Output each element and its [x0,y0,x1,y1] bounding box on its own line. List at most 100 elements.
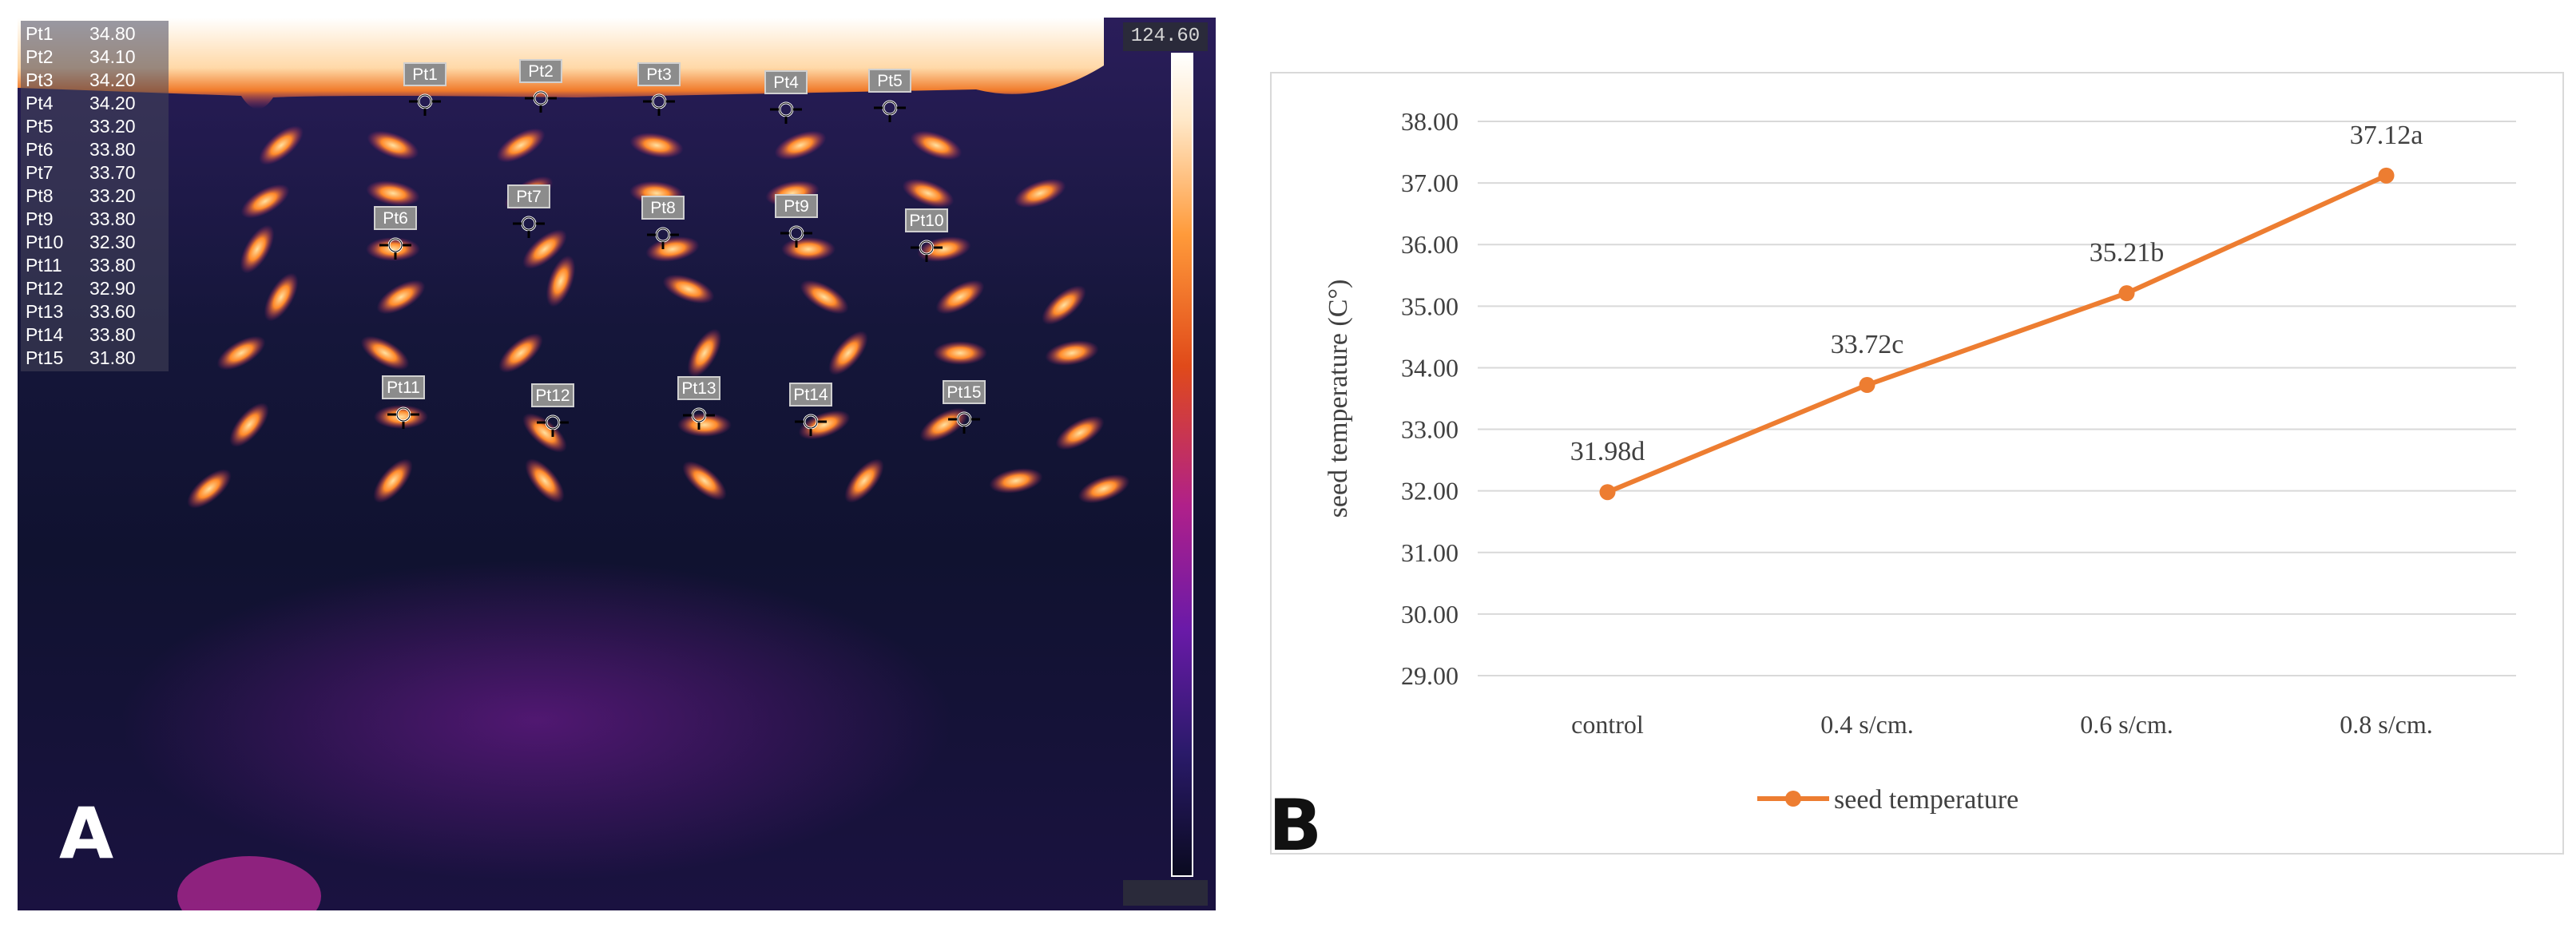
point-marker: Pt15 [943,380,986,434]
seed-hotspot [910,130,963,161]
point-marker-label: Pt12 [531,383,574,407]
seed-hotspot [682,461,727,501]
seed-hotspot [1042,285,1086,325]
point-marker-text: Pt6 [383,209,408,228]
seed-hotspot [360,335,410,371]
point-name: Pt10 [26,232,64,252]
seed-hotspot [1045,340,1099,366]
point-marker: Pt14 [789,383,832,436]
seed-hotspot [774,130,827,161]
data-point [1599,484,1616,501]
point-name: Pt12 [26,278,64,299]
point-row: Pt6 33.80 [21,138,169,161]
point-value: 34.10 [89,46,136,67]
point-row: Pt1 34.80 [21,22,169,46]
point-row: Pt7 33.70 [21,161,169,184]
point-marker: Pt7 [507,184,550,238]
y-tick-label: 31.00 [1401,538,1459,567]
seed-hotspot [187,469,232,509]
point-row: Pt13 33.60 [21,300,169,323]
chart-panel [1270,72,2564,855]
min-temperature-readout [1123,880,1208,906]
crosshair-icon [911,240,943,262]
point-name: Pt1 [26,23,54,44]
point-value: 34.20 [89,69,136,90]
crosshair-icon [409,93,441,116]
point-name: Pt5 [26,116,54,137]
point-name: Pt3 [26,69,54,90]
seed-hotspot [919,407,969,442]
point-marker-label: Pt13 [677,376,720,400]
seed-hotspot [645,236,700,262]
data-point [2378,167,2395,184]
point-marker: Pt2 [519,59,562,113]
point-value: 33.80 [89,255,136,276]
data-label: 35.21b [2090,238,2165,268]
panel-label-a: A [59,792,114,874]
point-name: Pt2 [26,46,54,67]
seed-hotspot [374,405,428,429]
x-tick-label: 0.8 s/cm. [2340,710,2432,739]
point-marker: Pt3 [637,62,681,116]
seed-hotspot [498,333,543,373]
seed-hotspot [828,331,868,375]
seed-hotspot [496,128,546,163]
seed-hotspot [240,184,290,219]
crosshair-icon [874,100,906,122]
point-name: Pt9 [26,208,54,229]
point-value: 31.80 [89,347,136,368]
point-name: Pt15 [26,347,64,368]
point-marker-label: Pt4 [764,70,808,94]
point-value: 34.80 [89,23,136,44]
crosshair-icon [379,237,411,260]
point-marker: Pt12 [531,383,574,437]
point-marker-text: Pt9 [784,197,809,216]
seed-hotspot [677,413,732,437]
crosshair-icon [537,414,569,437]
point-marker-label: Pt8 [641,196,685,220]
point-value: 34.20 [89,93,136,113]
point-marker-label: Pt6 [374,206,417,230]
point-row: Pt2 34.10 [21,46,169,69]
y-tick-label: 32.00 [1401,477,1459,506]
seed-hotspot [367,130,419,161]
seed-hotspot [687,328,722,378]
point-row: Pt9 33.80 [21,208,169,231]
y-tick-label: 33.00 [1401,415,1459,444]
point-value: 32.30 [89,232,136,252]
gridlines [1478,121,2516,676]
seed-hotspot [844,458,884,503]
series-line [1606,173,2387,494]
point-marker-text: Pt13 [681,379,716,398]
seed-hotspot [935,280,985,315]
point-row: Pt12 32.90 [21,277,169,300]
crosshair-icon [513,216,545,238]
crosshair-icon [780,225,812,248]
point-name: Pt6 [26,139,54,160]
panel-label-b: B [1268,784,1323,867]
point-marker-text: Pt7 [516,188,542,206]
point-marker-text: Pt12 [535,387,570,405]
thermal-image-panel: Pt1 Pt2 Pt3 Pt4 Pt5 Pt6 Pt7 Pt8 Pt9 Pt10 Pt11 Pt12 P… [18,18,1216,910]
data-label: 37.12a [2350,121,2423,150]
temperature-colorbar [1171,53,1193,877]
point-marker-text: Pt2 [528,62,554,81]
point-marker-label: Pt3 [637,62,681,86]
seed-hotspot [373,458,413,503]
legend: seed temperature [1757,785,2018,815]
point-row: Pt3 34.20 [21,69,169,92]
seed-hotspot [259,125,304,165]
point-name: Pt8 [26,185,54,206]
point-marker: Pt6 [374,206,417,260]
crosshair-icon [948,411,980,434]
y-tick-label: 36.00 [1401,230,1459,259]
legend-marker-icon [1785,791,1801,807]
max-temperature-readout: 124.60 [1123,22,1208,51]
seed-hotspot [522,413,567,453]
seed-hotspot [800,280,849,315]
crosshair-icon [683,407,715,430]
y-tick-label: 34.00 [1401,353,1459,382]
point-value: 33.80 [89,139,136,160]
point-name: Pt14 [26,324,64,345]
point-name: Pt7 [26,162,54,183]
